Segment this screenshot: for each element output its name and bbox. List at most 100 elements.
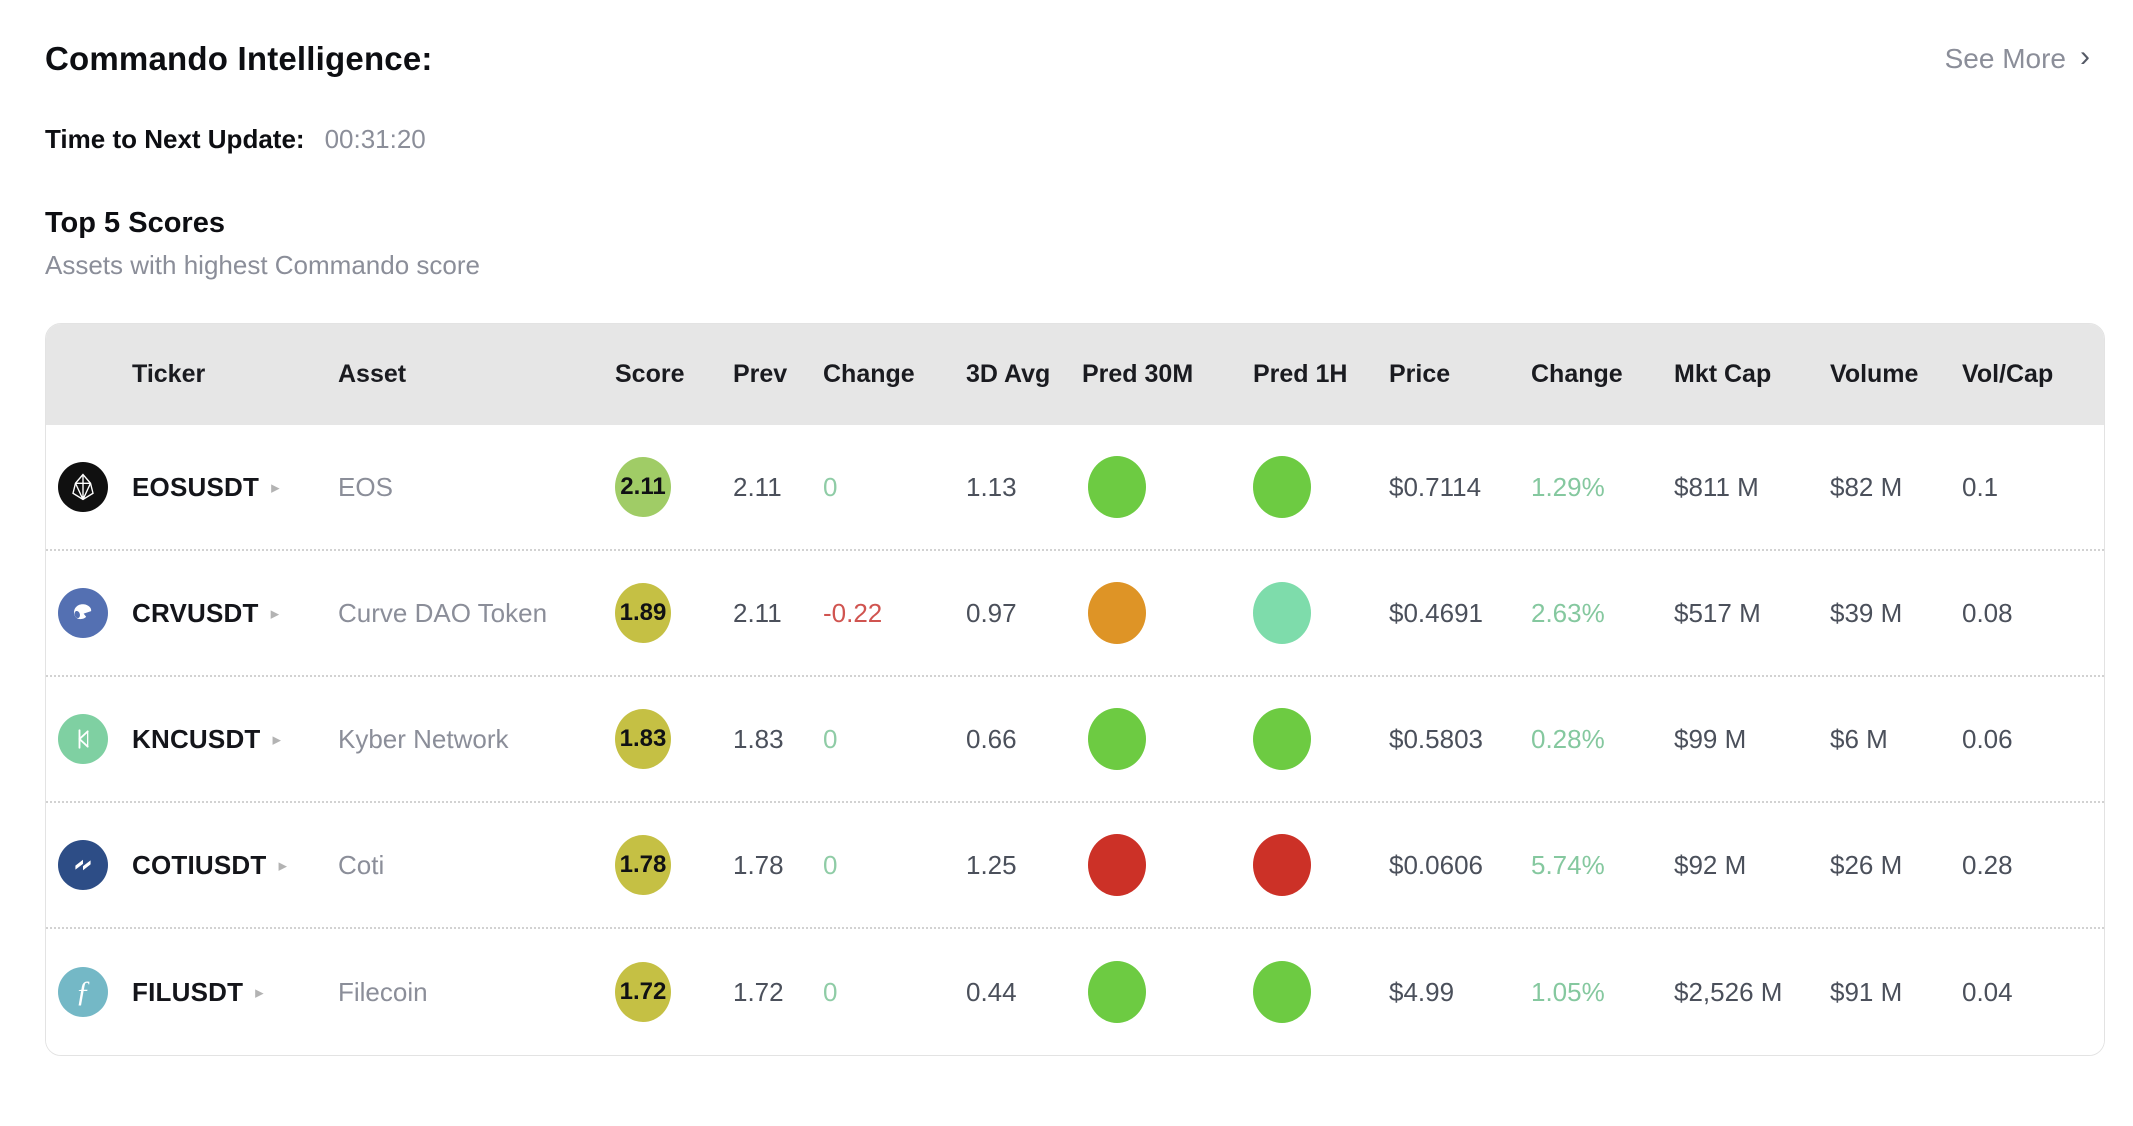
vol-cap: 0.1 xyxy=(1962,471,1999,502)
column-header-mkt-cap: Mkt Cap xyxy=(1674,360,1772,388)
score-change: 0 xyxy=(823,723,838,754)
table-header-row: Ticker Asset Score Prev Change 3D Avg Pr… xyxy=(46,324,2104,425)
filecoin-glyph: ƒ xyxy=(75,975,91,1008)
section-title: Top 5 Scores xyxy=(45,207,225,239)
pred-1h-indicator xyxy=(1253,582,1311,644)
commando-intelligence-panel: Commando Intelligence: See More › Time t… xyxy=(45,40,2105,1056)
price: $0.0606 xyxy=(1389,849,1483,880)
asset-name: Curve DAO Token xyxy=(338,597,548,628)
column-header-pred-1h: Pred 1H xyxy=(1253,360,1348,388)
ticker-label: CRVUSDT xyxy=(132,597,259,628)
score-change: 0 xyxy=(823,471,838,502)
column-header-price: Price xyxy=(1389,360,1451,388)
table-row[interactable]: KNCUSDT ▸ Kyber Network 1.83 1.83 0 0.66… xyxy=(46,677,2104,803)
update-timer-value: 00:31:20 xyxy=(324,124,426,154)
ticker-link[interactable]: EOSUSDT ▸ xyxy=(132,472,338,503)
pred-30m-indicator xyxy=(1088,456,1146,518)
top-scores-table: Ticker Asset Score Prev Change 3D Avg Pr… xyxy=(45,323,2105,1056)
volume: $39 M xyxy=(1830,597,1903,628)
ticker-link[interactable]: KNCUSDT ▸ xyxy=(132,724,338,755)
score-change: 0 xyxy=(823,849,838,880)
kyber-network-icon xyxy=(58,714,108,764)
column-header-ticker: Ticker xyxy=(132,360,206,388)
caret-right-icon: ▸ xyxy=(270,603,280,623)
price-change: 1.29% xyxy=(1531,471,1605,502)
ticker-link[interactable]: CRVUSDT ▸ xyxy=(132,598,338,629)
price: $4.99 xyxy=(1389,976,1455,1007)
mkt-cap: $2,526 M xyxy=(1674,976,1783,1007)
page-title: Commando Intelligence: xyxy=(45,40,433,77)
panel-header: Commando Intelligence: See More › xyxy=(45,40,2090,78)
price: $0.7114 xyxy=(1389,471,1482,502)
coti-icon xyxy=(58,840,108,890)
vol-cap: 0.28 xyxy=(1962,849,2013,880)
column-header-pred-30m: Pred 30M xyxy=(1082,360,1194,388)
volume: $82 M xyxy=(1830,471,1903,502)
update-timer-label: Time to Next Update: xyxy=(45,124,305,154)
avg-3d: 0.97 xyxy=(966,597,1017,628)
mkt-cap: $99 M xyxy=(1674,723,1747,754)
ticker-link[interactable]: COTIUSDT ▸ xyxy=(132,850,338,881)
prev-score: 2.11 xyxy=(733,597,782,628)
vol-cap: 0.06 xyxy=(1962,723,2013,754)
column-header-prev: Prev xyxy=(733,360,788,388)
score-badge: 1.83 xyxy=(615,709,671,769)
score-badge: 1.89 xyxy=(615,583,671,643)
asset-name: Coti xyxy=(338,849,385,880)
table-row[interactable]: EOSUSDT ▸ EOS 2.11 2.11 0 1.13 $0.7114 1… xyxy=(46,425,2104,551)
vol-cap: 0.04 xyxy=(1962,976,2013,1007)
table-row[interactable]: CRVUSDT ▸ Curve DAO Token 1.89 2.11 -0.2… xyxy=(46,551,2104,677)
score-badge: 1.78 xyxy=(615,835,671,895)
ticker-link[interactable]: FILUSDT ▸ xyxy=(132,977,338,1008)
chevron-right-icon: › xyxy=(2080,40,2090,73)
avg-3d: 1.25 xyxy=(966,849,1017,880)
score-badge: 2.11 xyxy=(615,457,671,517)
see-more-label: See More xyxy=(1944,43,2066,74)
prev-score: 1.83 xyxy=(733,723,784,754)
table-row[interactable]: ƒ FILUSDT ▸ Filecoin 1.72 1.72 0 0.44 $4… xyxy=(46,929,2104,1055)
see-more-button[interactable]: See More › xyxy=(1944,40,2090,75)
column-header-vol-cap: Vol/Cap xyxy=(1962,360,2054,388)
caret-right-icon: ▸ xyxy=(271,477,280,497)
mkt-cap: $92 M xyxy=(1674,849,1747,880)
pred-30m-indicator xyxy=(1088,582,1146,644)
mkt-cap: $811 M xyxy=(1674,471,1759,502)
price-change: 1.05% xyxy=(1531,976,1605,1007)
column-header-asset: Asset xyxy=(338,360,407,388)
pred-1h-indicator xyxy=(1253,961,1311,1023)
avg-3d: 0.44 xyxy=(966,976,1017,1007)
score-change: -0.22 xyxy=(823,597,883,628)
pred-30m-indicator xyxy=(1088,834,1146,896)
pred-1h-indicator xyxy=(1253,708,1311,770)
avg-3d: 1.13 xyxy=(966,471,1017,502)
price-change: 2.63% xyxy=(1531,597,1605,628)
asset-name: EOS xyxy=(338,471,393,502)
score-change: 0 xyxy=(823,976,838,1007)
vol-cap: 0.08 xyxy=(1962,597,2013,628)
column-header-price-change: Change xyxy=(1531,360,1623,388)
pred-1h-indicator xyxy=(1253,834,1311,896)
column-header-volume: Volume xyxy=(1830,360,1919,388)
mkt-cap: $517 M xyxy=(1674,597,1761,628)
price: $0.5803 xyxy=(1389,723,1483,754)
curve-dao-icon xyxy=(58,588,108,638)
update-timer: Time to Next Update: 00:31:20 xyxy=(45,124,2090,155)
volume: $91 M xyxy=(1830,976,1903,1007)
column-header-score: Score xyxy=(615,360,685,388)
caret-right-icon: ▸ xyxy=(278,855,288,875)
asset-name: Filecoin xyxy=(338,976,428,1007)
top-scores-section-header: Top 5 Scores Assets with highest Command… xyxy=(45,207,2090,281)
price-change: 5.74% xyxy=(1531,849,1605,880)
column-header-3d-avg: 3D Avg xyxy=(966,360,1051,388)
pred-30m-indicator xyxy=(1088,708,1146,770)
ticker-label: KNCUSDT xyxy=(132,723,261,754)
price-change: 0.28% xyxy=(1531,723,1605,754)
table-row[interactable]: COTIUSDT ▸ Coti 1.78 1.78 0 1.25 $0.0606… xyxy=(46,803,2104,929)
pred-30m-indicator xyxy=(1088,961,1146,1023)
prev-score: 1.78 xyxy=(733,849,784,880)
volume: $6 M xyxy=(1830,723,1888,754)
score-badge: 1.72 xyxy=(615,962,671,1022)
column-header-change: Change xyxy=(823,360,915,388)
ticker-label: COTIUSDT xyxy=(132,849,267,880)
caret-right-icon: ▸ xyxy=(255,982,264,1002)
